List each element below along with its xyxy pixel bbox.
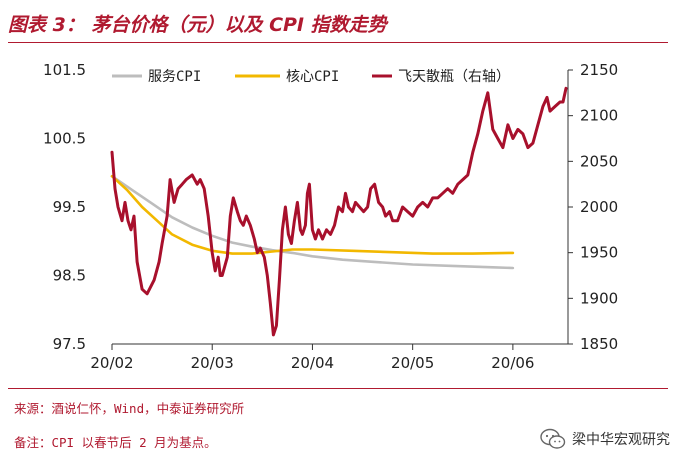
series-line-2	[110, 86, 568, 337]
left-tick-label: 101.5	[43, 61, 86, 79]
right-tick-label: 2150	[580, 61, 618, 79]
x-tick-label: 20/03	[191, 354, 234, 372]
legend: 服务CPI 核心CPI 飞天散瓶（右轴）	[112, 69, 510, 85]
source-note: 来源：酒说仁怀，Wind，中泰证券研究所	[14, 401, 245, 416]
right-tick-label: 1900	[580, 289, 618, 307]
watermark-text: 梁中华宏观研究	[572, 432, 670, 448]
series-layer	[110, 86, 568, 337]
axes-layer: 101.5 100.5 99.5 98.5 97.5 2150 2100 2050 2000 19…	[43, 61, 618, 372]
x-tick-label: 20/05	[391, 354, 434, 372]
right-tick-label: 1850	[580, 335, 618, 353]
wechat-icon	[540, 428, 566, 449]
left-tick-label: 100.5	[43, 130, 86, 148]
footer-rule	[8, 388, 668, 389]
right-tick-label: 1950	[580, 244, 618, 262]
watermark: 梁中华宏观研究	[540, 428, 670, 450]
series-line-1	[110, 174, 515, 255]
right-tick-label: 2050	[580, 152, 618, 170]
remark-note: 备注：CPI 以春节后 2 月为基点。	[14, 435, 217, 450]
right-tick-label: 2000	[580, 198, 618, 216]
right-tick-label: 2100	[580, 107, 618, 125]
x-tick-label: 20/06	[491, 354, 534, 372]
x-tick-label: 20/02	[90, 354, 133, 372]
x-tick-label: 20/04	[291, 354, 334, 372]
title-rule	[8, 42, 668, 43]
chart: 101.5 100.5 99.5 98.5 97.5 2150 2100 2050 2000 19…	[43, 61, 618, 372]
left-tick-label: 97.5	[53, 335, 86, 353]
left-tick-label: 99.5	[53, 198, 86, 216]
figure-title: 图表 3： 茅台价格（元）以及 CPI 指数走势	[8, 14, 387, 36]
legend-label-0: 服务CPI	[148, 69, 201, 85]
left-tick-label: 98.5	[53, 267, 86, 285]
legend-label-2: 飞天散瓶（右轴）	[398, 69, 510, 85]
legend-label-1: 核心CPI	[286, 69, 339, 85]
